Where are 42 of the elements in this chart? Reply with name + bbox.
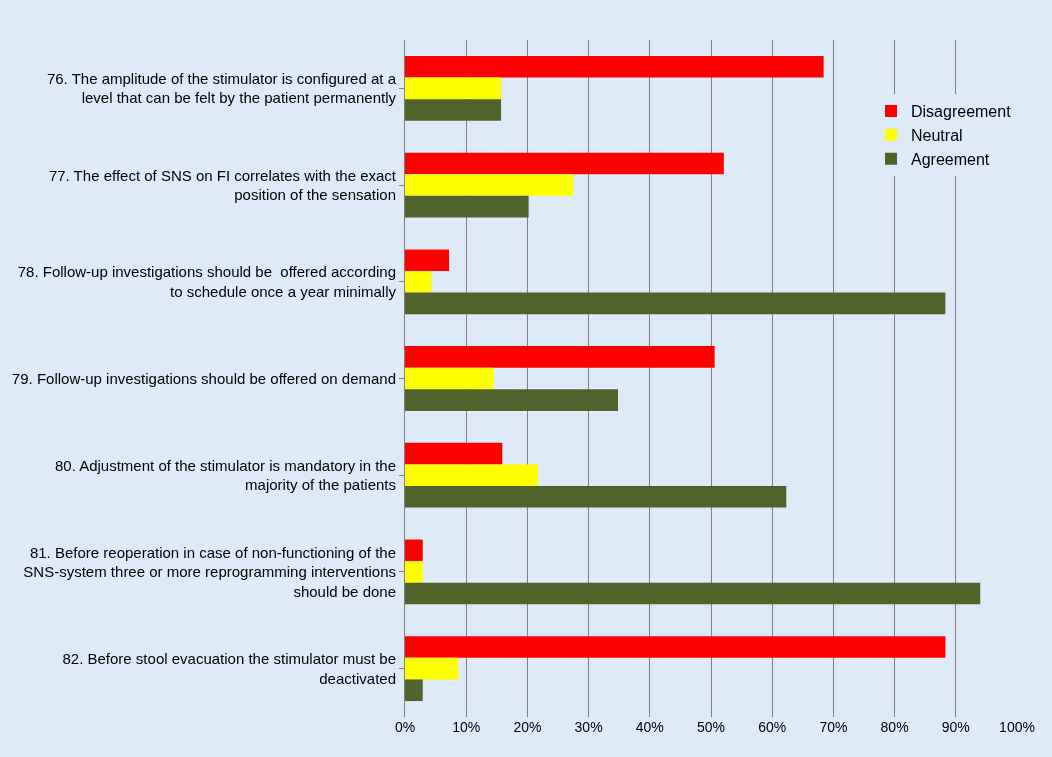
- bar: [405, 464, 538, 487]
- bar: [405, 346, 715, 368]
- bar: [405, 174, 574, 196]
- x-tick-label: 20%: [513, 719, 542, 735]
- bar: [405, 539, 423, 562]
- x-tick-label: 30%: [574, 719, 603, 735]
- y-tick-label: 78. Follow-up investigations should be offered according to schedule once a year minimally: [17, 263, 397, 300]
- bar: [405, 486, 787, 508]
- bar: [405, 561, 423, 583]
- y-tick-label: 76. The amplitude of the stimulator is configured at a level that can be felt by the patient permanently: [46, 69, 397, 107]
- bar: [405, 99, 502, 121]
- y-tick-label: 81. Before reoperation in case of non-functioning of the SNS-system three or more reprogramming interventions should be done: [23, 543, 396, 600]
- bar: [405, 636, 946, 658]
- legend-label: Agreement: [911, 150, 990, 168]
- bar: [405, 389, 618, 411]
- x-tick-label: 60%: [758, 719, 787, 735]
- bar: [405, 292, 946, 315]
- bar: [405, 657, 459, 680]
- legend-label: Disagreement: [911, 103, 1012, 121]
- x-tick-label: 80%: [880, 719, 909, 735]
- bar: [405, 152, 724, 175]
- x-tick-label: 90%: [941, 719, 970, 735]
- y-tick-label: 80. Adjustment of the stimulator is mandatory in the majority of the patients: [54, 456, 396, 494]
- bar: [405, 55, 824, 78]
- x-tick-label: 10%: [452, 719, 481, 735]
- bar: [405, 679, 423, 702]
- bar: [405, 582, 981, 605]
- x-tick-label: 70%: [819, 719, 848, 735]
- bar: [405, 249, 450, 271]
- bar: [405, 442, 503, 465]
- x-tick-label: 100%: [999, 719, 1035, 735]
- x-tick-label: 40%: [635, 719, 664, 735]
- bar: [405, 367, 494, 390]
- y-tick-label: 77. The effect of SNS on FI correlates with the exact position of the sensation: [48, 166, 397, 204]
- x-tick-label: 50%: [696, 719, 726, 735]
- y-tick-label: 79. Follow-up investigations should be offered on demand: [11, 369, 396, 387]
- bar: [405, 195, 529, 218]
- x-tick-label: 0%: [394, 719, 416, 735]
- bar: [405, 77, 502, 100]
- y-tick-label: 82. Before stool evacuation the stimulator must be deactivated: [62, 650, 396, 687]
- legend-label: Neutral: [911, 127, 963, 145]
- bar: [405, 270, 432, 293]
